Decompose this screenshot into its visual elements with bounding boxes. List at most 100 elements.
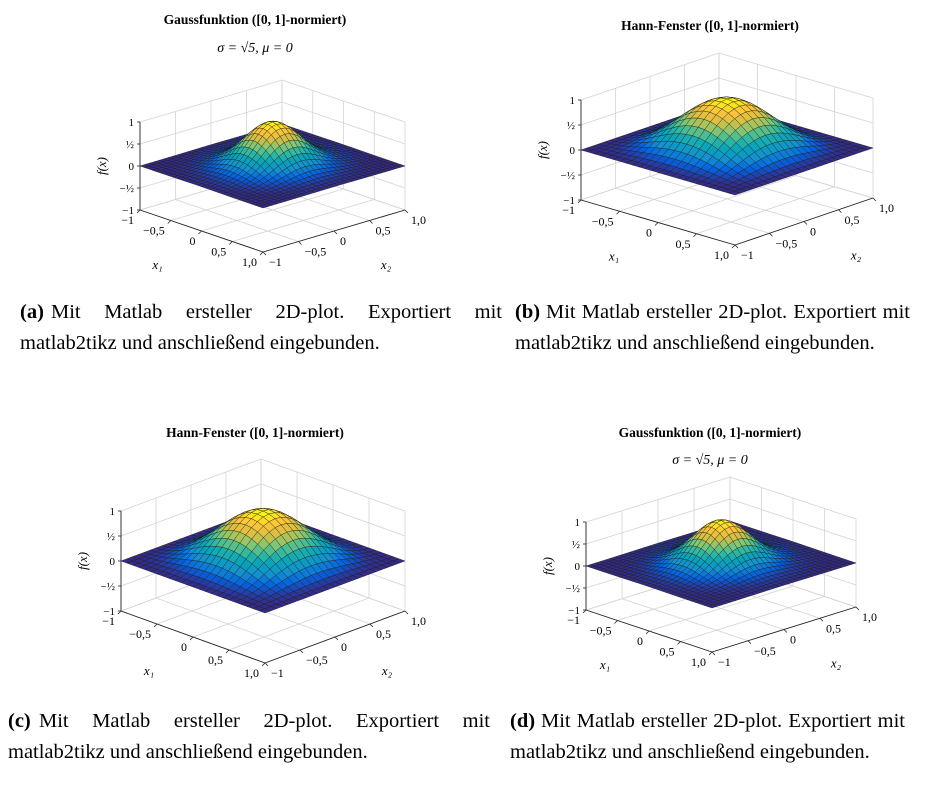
x1-tick-mark [228,241,233,245]
x1-tick-mark [645,630,650,635]
z-tick-label: 1 [575,517,581,529]
x2-tick-mark [872,197,877,202]
chart-title-paren: ([0, 1]-normiert) [704,18,798,33]
x2-tick-label: 1,0 [411,213,426,227]
x2-tick-label: 0,5 [376,627,391,641]
caption-d: (d) Mit Matlab ersteller 2D-plot. Export… [510,706,905,768]
x2-axis-label: x₂ [830,656,842,671]
figure-b: Hann-Fenster ([0, 1]-normiert) 1 ½ 0 −½ −1 f(x… [515,8,905,288]
x2-tick-mark [819,617,824,622]
x2-tick-label: 1,0 [411,614,426,628]
z-tick-label: 0 [129,161,135,173]
x1-tick-label: −0,5 [592,214,614,228]
x2-tick-label: −1 [741,248,754,262]
x2-tick-label: −0,5 [305,245,327,259]
grid-line [580,52,874,101]
z-axis-label: f(x) [540,557,555,575]
grid-line [649,176,805,222]
x1-tick-label: −0,5 [590,624,612,638]
x2-tick-label: −1 [269,255,282,269]
x1-tick-mark [259,251,264,256]
x1-tick-label: −1 [121,213,134,227]
x2-tick-label: 0,5 [845,213,860,227]
x1-tick-label: 0 [190,234,196,248]
x1-tick-mark [677,641,681,645]
chart-title-a: Gaussfunktion ([0, 1]-normiert) [164,12,347,27]
x2-tick-mark [369,220,373,224]
x2-tick-label: −0,5 [776,236,798,250]
z-tick-label: ½ [567,120,575,132]
caption-label-a: (a) [20,301,44,323]
caption-c: (c) Mit Matlab ersteller 2D-plot. Export… [8,706,490,768]
z-tick-label: ½ [126,139,134,151]
surface-cell [258,608,272,614]
z-tick-label: −1 [568,605,580,617]
x2-tick-mark [333,230,338,235]
x2-tick-label: 1,0 [879,201,894,215]
x1-tick-mark [167,220,172,224]
x2-tick-mark [855,606,860,611]
x1-tick-label: 1,0 [691,655,706,669]
x1-tick-mark [198,230,202,235]
x1-tick-label: −1 [562,203,575,217]
caption-text-b: Mit Matlab ersteller 2D-plot. Exportiert… [515,301,910,354]
caption-b: (b) Mit Matlab ersteller 2D-plot. Export… [515,297,910,359]
z-tick-label: 1 [129,117,135,129]
x1-tick-mark [117,610,122,615]
surface-cell [258,204,269,209]
x1-tick-label: 0,5 [676,237,691,251]
x2-tick-mark [783,629,788,633]
z-tick-label: 0 [110,556,116,568]
caption-text-c: Mit Matlab ersteller 2D-plot. Exportiert… [8,710,490,763]
x1-tick-label: 1,0 [244,666,259,680]
surface-cell [727,190,742,196]
z-tick-label: 0 [575,561,581,573]
x2-tick-mark [299,649,304,654]
z-tick-label: −½ [120,183,134,195]
surface-plot-c: Hann-Fenster ([0, 1]-normiert) 1 ½ 0 −½ −1 f(x… [75,425,426,680]
x1-tick-label: −0,5 [129,627,151,641]
chart-title-paren: ([0, 1]-normiert) [252,12,346,27]
z-tick-label: −1 [122,205,134,217]
grid-line [139,79,406,123]
x1-tick-mark [708,651,713,656]
x1-tick-mark [731,244,736,249]
surface-d [585,519,857,609]
chart-title-c: Hann-Fenster ([0, 1]-normiert) [166,425,344,440]
chart-title-paren: ([0, 1]-normiert) [707,425,801,440]
x2-tick-mark [334,636,339,641]
x1-tick-mark [261,662,266,667]
z-tick-label: 1 [110,506,116,518]
z-axis-label: f(x) [94,157,109,175]
x2-tick-label: 0 [790,633,796,647]
x1-tick-mark [616,210,620,215]
chart-title-d: Gaussfunktion ([0, 1]-normiert) [619,425,802,440]
caption-text-a: Mit Matlab ersteller 2D-plot. Exportiert… [20,301,502,354]
surface-plot-d: Gaussfunktion ([0, 1]-normiert) σ = √5, μ… [540,425,877,672]
x2-tick-mark [838,209,842,214]
figure-a: Gaussfunktion ([0, 1]-normiert) σ = √5, μ… [85,8,426,288]
chart-title-bold: Hann-Fenster [621,18,704,33]
x2-tick-label: 0,5 [376,224,391,238]
caption-text-d: Mit Matlab ersteller 2D-plot. Exportiert… [510,710,905,763]
x1-tick-label: 0,5 [660,645,675,659]
z-tick-label: −½ [561,170,575,182]
x1-tick-mark [136,209,141,214]
grid-line [228,597,370,651]
x1-tick-label: 0,5 [208,653,223,667]
x2-tick-mark [734,244,739,249]
x1-tick-mark [614,620,618,624]
z-tick-label: −1 [563,195,575,207]
x2-tick-label: −1 [718,655,731,669]
caption-label-b: (b) [515,301,541,323]
x2-tick-label: 0 [341,640,347,654]
grid-line [680,596,825,642]
figure-d: Gaussfunktion ([0, 1]-normiert) σ = √5, μ… [520,418,900,698]
x2-tick-mark [369,623,374,628]
x2-tick-mark [264,662,269,667]
x2-tick-label: 0 [810,225,816,239]
x1-tick-label: 1,0 [714,248,729,262]
x2-axis-label: x₂ [380,257,392,272]
x1-tick-mark [577,199,582,204]
z-tick-label: ½ [572,539,580,551]
